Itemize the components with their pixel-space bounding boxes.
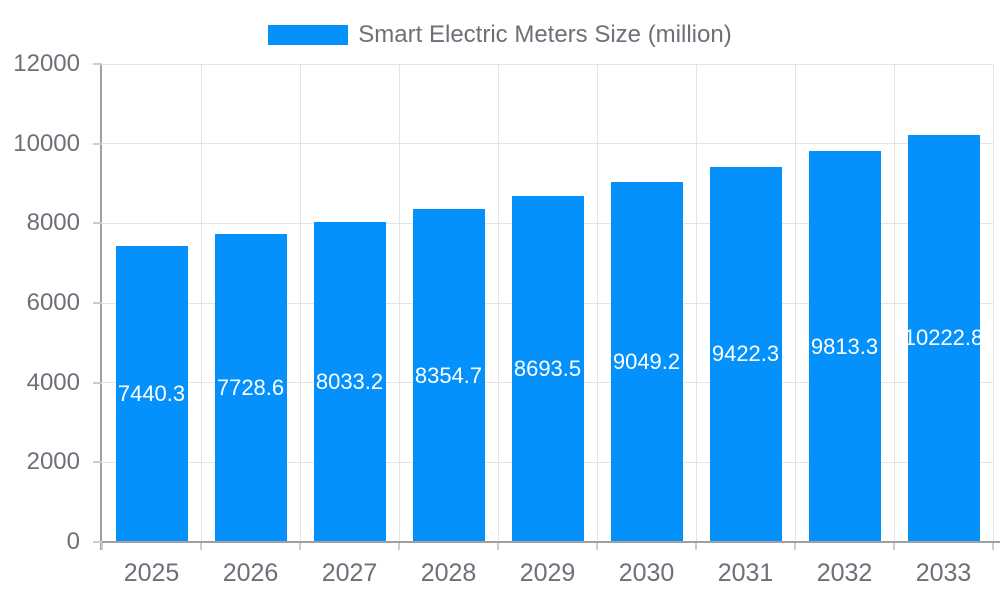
- v-gridline: [992, 64, 994, 542]
- x-tick-label: 2033: [915, 559, 972, 587]
- bar-value-label: 10222.8: [907, 325, 980, 351]
- y-axis-tick: [93, 142, 102, 145]
- y-tick-label: 10000: [13, 129, 80, 157]
- x-axis-tick: [893, 543, 895, 550]
- bar-value-label: 7728.6: [216, 375, 285, 401]
- x-axis-tick: [596, 543, 598, 550]
- y-tick-label: 6000: [26, 289, 80, 316]
- y-axis-tick: [93, 381, 102, 384]
- x-tick-label: 2028: [420, 559, 477, 587]
- x-tick-label: 2031: [717, 559, 774, 587]
- bar-value-label: 9813.3: [810, 333, 879, 359]
- legend-item[interactable]: Smart Electric Meters Size (million): [0, 21, 1000, 49]
- bar-2027[interactable]: 8033.2: [313, 222, 386, 542]
- x-tick-label: 2029: [519, 559, 576, 587]
- x-axis-tick: [497, 543, 499, 550]
- x-axis-tick: [794, 543, 796, 550]
- x-axis-tick: [101, 543, 103, 550]
- v-gridline: [596, 64, 598, 542]
- bar-2033[interactable]: 10222.8: [907, 134, 980, 542]
- x-tick-label: 2032: [816, 559, 873, 587]
- y-axis-tick: [93, 302, 102, 304]
- x-axis-tick: [695, 543, 697, 550]
- v-gridline: [794, 64, 796, 542]
- legend-swatch: [268, 25, 349, 45]
- x-axis-tick: [398, 543, 400, 550]
- bar-2025[interactable]: 7440.3: [115, 245, 188, 542]
- y-tick-label: 0: [66, 528, 80, 555]
- y-axis-tick: [93, 461, 102, 464]
- y-tick-label: 8000: [26, 209, 80, 237]
- bar-2030[interactable]: 9049.2: [610, 181, 683, 542]
- h-gridline: [102, 143, 993, 145]
- bar-value-label: 8354.7: [414, 362, 483, 388]
- y-axis-tick: [93, 541, 102, 543]
- bar-value-label: 8033.2: [315, 368, 384, 394]
- x-tick-label: 2025: [123, 559, 180, 587]
- x-axis-line: [93, 541, 1000, 543]
- bar-2026[interactable]: 7728.6: [214, 234, 287, 542]
- v-gridline: [893, 64, 895, 542]
- y-tick-label: 2000: [26, 448, 80, 476]
- bar-2029[interactable]: 8693.5: [511, 195, 584, 542]
- y-tick-label: 12000: [13, 50, 80, 77]
- x-tick-label: 2027: [321, 559, 378, 587]
- bar-2032[interactable]: 9813.3: [808, 151, 881, 542]
- legend-label: Smart Electric Meters Size (million): [358, 21, 732, 48]
- x-tick-label: 2030: [618, 559, 675, 587]
- y-tick-label: 4000: [26, 368, 80, 396]
- v-gridline: [200, 64, 202, 542]
- x-axis-tick: [992, 543, 994, 550]
- h-gridline: [102, 63, 993, 65]
- bar-value-label: 9422.3: [711, 341, 780, 367]
- x-axis-tick: [200, 543, 202, 550]
- v-gridline: [497, 64, 499, 542]
- y-axis-tick: [93, 63, 102, 65]
- v-gridline: [299, 64, 301, 542]
- bar-value-label: 9049.2: [612, 348, 681, 374]
- x-axis-tick: [299, 543, 301, 550]
- bar-2028[interactable]: 8354.7: [412, 209, 485, 542]
- y-axis-line: [100, 64, 102, 550]
- y-axis-tick: [93, 222, 102, 225]
- bar-value-label: 8693.5: [513, 355, 582, 381]
- bar-value-label: 7440.3: [117, 380, 186, 406]
- bar-2031[interactable]: 9422.3: [709, 166, 782, 542]
- x-tick-label: 2026: [222, 559, 279, 587]
- v-gridline: [695, 64, 697, 542]
- v-gridline: [398, 64, 400, 542]
